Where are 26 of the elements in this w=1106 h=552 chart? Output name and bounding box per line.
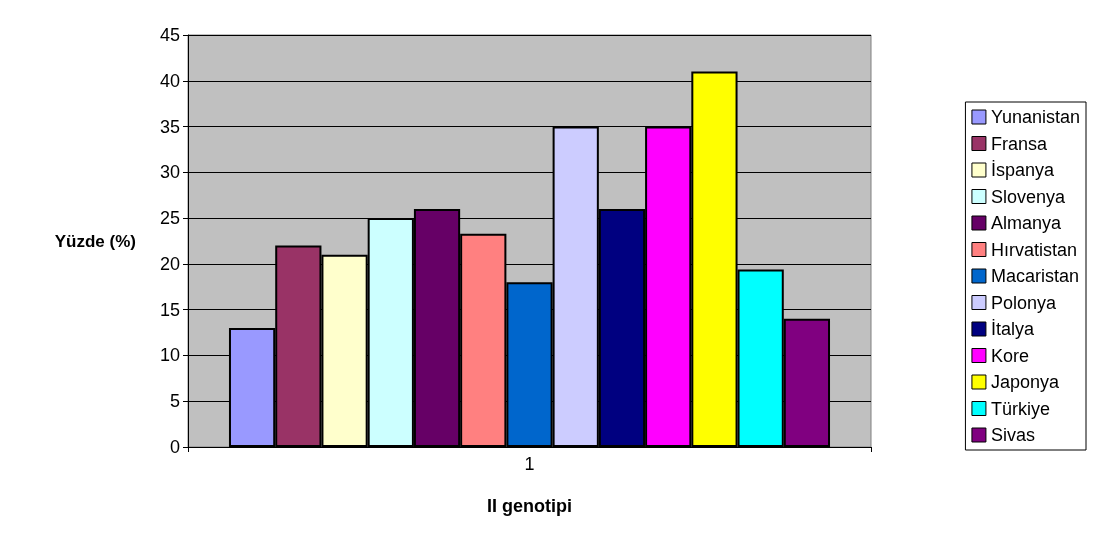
legend-label: Polonya [990,292,1057,313]
legend-label: Slovenya [990,186,1066,207]
legend-label: Almanya [990,213,1062,233]
y-tick-label: 20 [159,253,180,274]
legend-label: Sivas [990,425,1035,445]
y-tick-label: 25 [159,208,180,229]
y-tick-label: 15 [159,299,180,320]
legend-label: İspanya [990,160,1055,180]
legend-label: Japonya [990,372,1060,392]
legend-label: İtalya [990,319,1035,339]
legend-label: Macaristan [990,266,1079,286]
legend-label: Yunanistan [990,107,1080,127]
y-tick-label: 10 [159,345,180,366]
legend-label: Hırvatistan [990,239,1077,260]
x-tick-label: 1 [524,454,535,474]
y-tick-label: 35 [159,116,180,137]
y-tick-label: 0 [169,437,180,457]
x-axis-title: II genotipi [487,496,572,516]
y-tick-label: 45 [159,25,180,45]
legend-label: Kore [990,345,1029,366]
y-tick-label: 40 [159,70,180,91]
y-tick-label: 30 [159,162,180,183]
legend-label: Fransa [990,133,1048,154]
legend-label: Türkiye [990,398,1050,419]
y-axis-title: Yüzde (%) [54,231,136,251]
y-tick-label: 5 [169,391,180,412]
